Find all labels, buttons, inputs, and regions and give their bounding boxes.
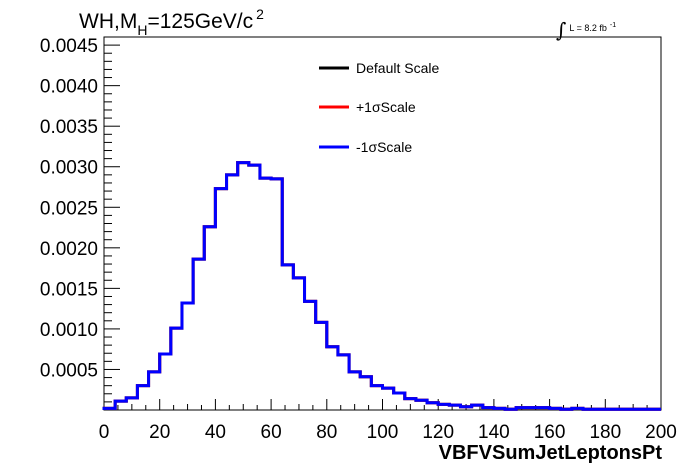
title-prefix: WH,M (79, 10, 137, 33)
x-tick-label: 40 (205, 422, 226, 443)
x-tick-label: 0 (99, 422, 110, 443)
luminosity-superscript: -1 (610, 22, 616, 29)
y-tick-label: 0.0035 (40, 117, 98, 138)
legend-entry-2: -1σScale (356, 139, 412, 155)
y-tick-label: 0.0015 (40, 279, 98, 300)
title-suffix: =125GeV/c (147, 10, 253, 33)
x-tick-label: 60 (261, 422, 282, 443)
x-tick-label: 180 (589, 422, 621, 443)
title-superscript: 2 (256, 6, 264, 22)
x-tick-label: 140 (478, 422, 510, 443)
y-tick-label: 0.0025 (40, 198, 98, 219)
x-tick-label: 160 (534, 422, 566, 443)
legend-entry-0: Default Scale (356, 60, 439, 76)
x-axis-label: VBFVSumJetLeptonsPt (439, 442, 663, 464)
legend: Default Scale +1σScale -1σScale (319, 60, 439, 155)
y-tick-label: 0.0005 (40, 360, 98, 381)
luminosity-text: L = 8.2 fb (569, 23, 606, 33)
x-tick-label: 100 (367, 422, 399, 443)
integral-symbol: ∫ (556, 18, 566, 42)
x-tick-label: 120 (422, 422, 454, 443)
series-layer (102, 161, 661, 411)
x-axis: 0 20 40 60 80 100 120 140 160 180 200 (99, 399, 677, 443)
x-tick-label: 80 (316, 422, 337, 443)
y-tick-label: 0.0030 (40, 158, 98, 179)
x-tick-label: 200 (645, 422, 677, 443)
y-axis: 0.0005 0.0010 0.0015 0.0020 0.0025 0.0030 0.00… (40, 36, 120, 403)
y-tick-label: 0.0020 (40, 239, 98, 260)
x-tick-label: 20 (149, 422, 170, 443)
legend-entry-1: +1σScale (356, 99, 416, 115)
luminosity-label: ∫ L = 8.2 fb -1 (556, 18, 616, 42)
chart-title: WH,MH=125GeV/c 2 (79, 6, 264, 38)
title-subscript: H (137, 22, 147, 38)
y-tick-label: 0.0045 (40, 36, 98, 57)
series-line-2 (102, 161, 661, 411)
y-tick-label: 0.0010 (40, 320, 98, 341)
y-tick-label: 0.0040 (40, 77, 98, 98)
